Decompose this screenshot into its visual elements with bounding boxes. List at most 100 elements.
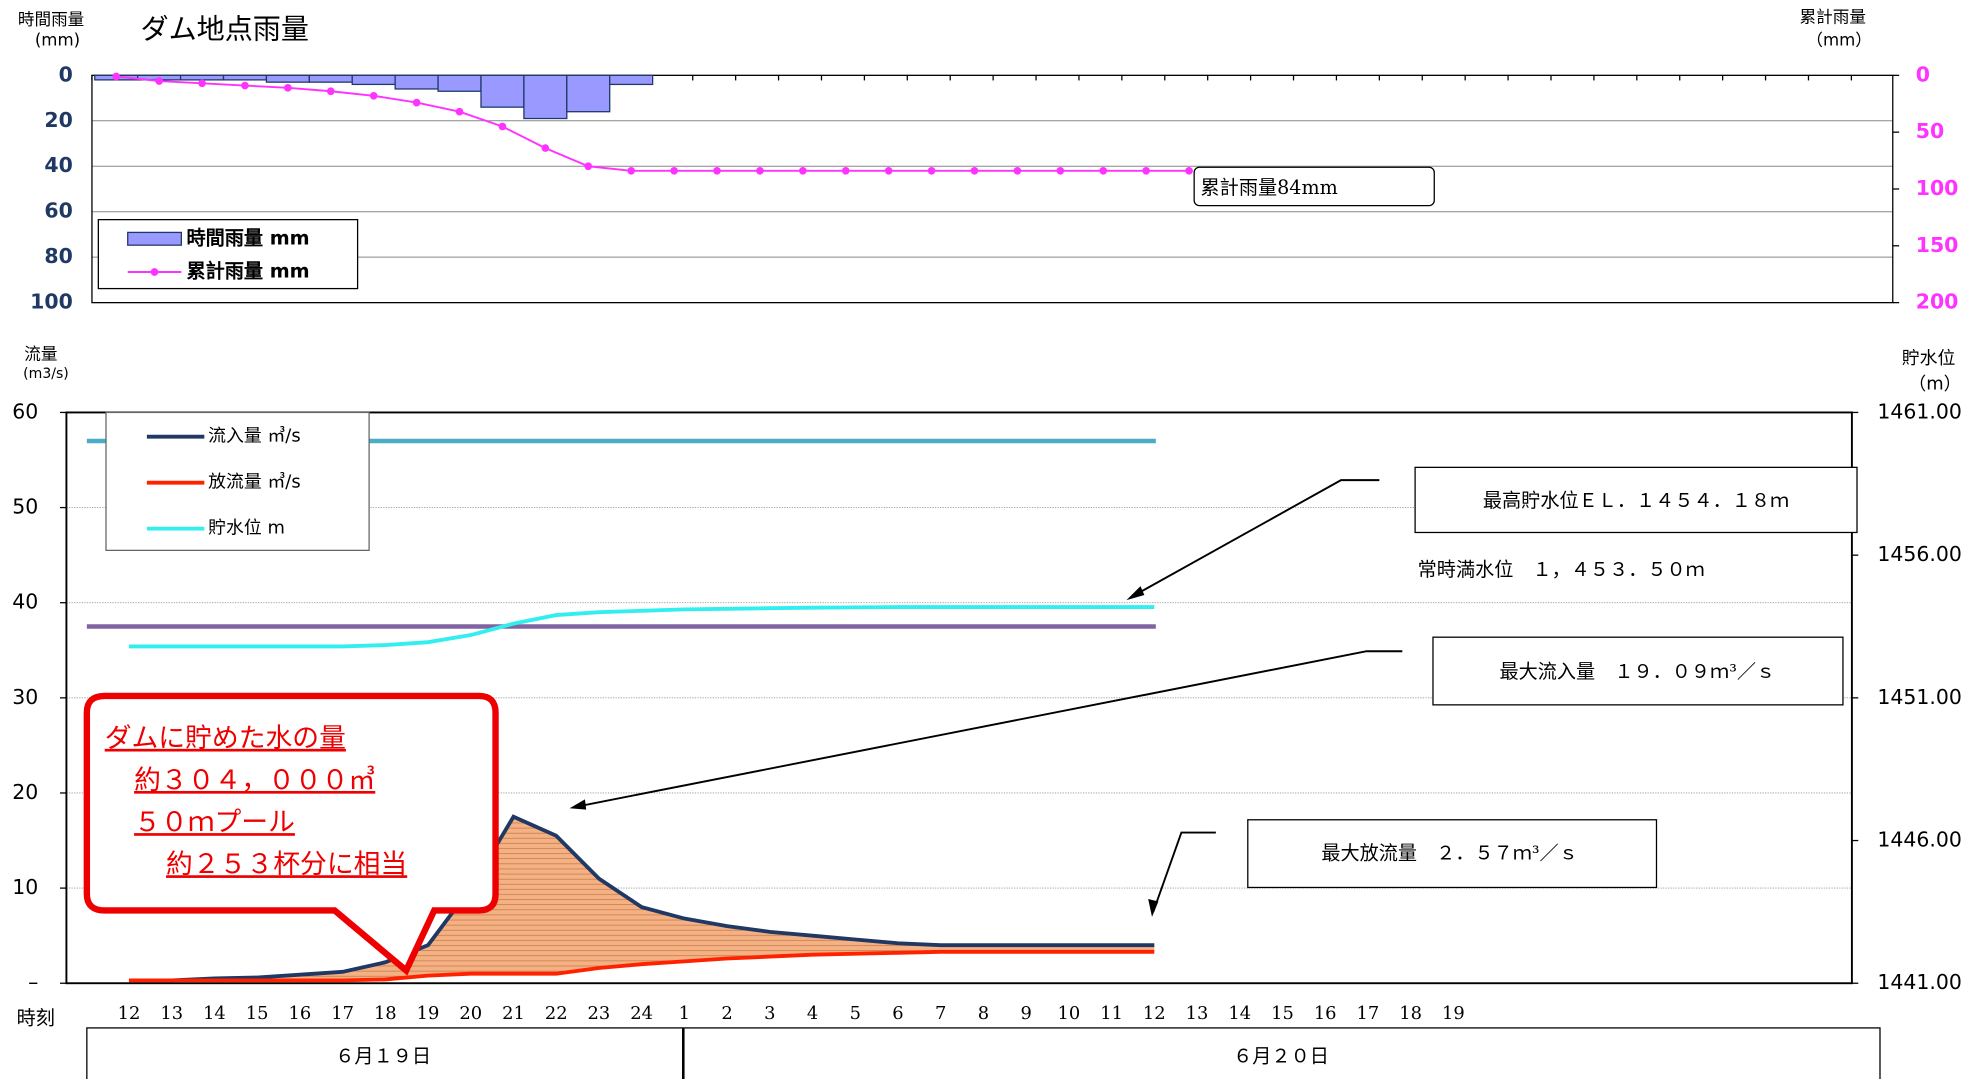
x-label: 時刻 — [17, 1006, 55, 1029]
y-tick-label: 80 — [44, 244, 72, 268]
marker — [1185, 166, 1193, 175]
marker — [369, 91, 378, 100]
x-tick-label: 15 — [246, 1003, 269, 1024]
x-tick-label: 10 — [1057, 1003, 1080, 1024]
y2-label: 貯水位 — [1902, 348, 1956, 369]
arrow — [574, 650, 1403, 808]
rain-panel: 0 20 40 60 80 100 0 50 100 150 200 時間雨量 mm 累計雨量 mm — [30, 62, 1958, 313]
x-tick-label: 20 — [459, 1003, 482, 1024]
marker — [455, 107, 464, 116]
y-tick-label: 40 — [44, 153, 72, 177]
marker — [241, 81, 249, 90]
x-tick-label: 21 — [502, 1003, 525, 1024]
bar — [308, 74, 353, 83]
arrowhead — [1148, 898, 1159, 917]
y-label: 時間雨量 — [18, 10, 84, 29]
annotation: 常時満水位 １，４５３．５０ｍ — [1418, 558, 1705, 581]
y-tick-label: 20 — [12, 780, 38, 804]
marker — [541, 144, 550, 152]
callout-text: ５０ｍプール — [134, 807, 295, 838]
marker — [1099, 166, 1108, 175]
x-tick-label: 8 — [978, 1003, 989, 1024]
marker — [756, 166, 764, 175]
x-tick-label: 5 — [850, 1003, 861, 1024]
x-tick-label: 2 — [721, 1003, 732, 1024]
x-tick-label: 7 — [935, 1003, 946, 1024]
y2-tick-label: 150 — [1916, 233, 1959, 257]
callout-text: ダムに貯めた水の量 — [105, 723, 346, 754]
legend — [97, 218, 359, 290]
marker — [112, 72, 121, 81]
x-tick-label: 24 — [630, 1003, 653, 1024]
x-tick-label: 19 — [1442, 1003, 1465, 1024]
arrowhead — [569, 799, 587, 810]
annotations: 累計雨量84mm 最高貯水位ＥＬ．１４５４．１８ｍ 常時満水位 １，４５３．５０… — [83, 166, 1858, 976]
y-tick-label: 10 — [12, 875, 38, 899]
y-tick-label: 100 — [30, 290, 73, 314]
x-tick-label: 3 — [764, 1003, 775, 1024]
line — [128, 605, 1155, 649]
y-label: (mm) — [35, 30, 80, 49]
date-label: ６月２０日 — [1233, 1044, 1329, 1067]
annotation: 最大流入量 １９．０９ｍ³／ｓ — [1499, 660, 1775, 683]
marker — [498, 122, 507, 131]
y-label: 流量 — [24, 344, 57, 363]
bar — [437, 74, 482, 92]
flow-panel: – 10 20 30 40 50 60 1441.00 1446.00 1451.00 1456.0… — [12, 399, 1962, 1023]
legend-label: 放流量 ㎥/s — [208, 472, 300, 493]
marker — [927, 166, 936, 175]
marker — [970, 166, 979, 175]
callout-text: 約２５３杯分に相当 — [166, 849, 407, 880]
arrowheads — [569, 586, 1159, 917]
x-tick-label: 14 — [1228, 1003, 1251, 1024]
x-tick-label: 13 — [160, 1003, 183, 1024]
bar — [480, 74, 525, 108]
x-tick-label: 19 — [417, 1003, 440, 1024]
legend-swatch — [127, 231, 182, 246]
legend-label: 時間雨量 mm — [186, 226, 309, 249]
x-tick-label: 17 — [1357, 1003, 1380, 1024]
y2-label: （mm） — [1806, 30, 1872, 49]
y2-label: 累計雨量 — [1800, 7, 1866, 26]
bar — [523, 74, 568, 120]
x-tick-label: 14 — [203, 1003, 226, 1024]
bar — [351, 74, 396, 86]
marker — [627, 166, 636, 175]
marker — [1056, 166, 1065, 175]
y2-tick-label: 0 — [1916, 62, 1930, 86]
y2-tick-label: 50 — [1916, 119, 1944, 143]
x-tick-label: 4 — [807, 1003, 818, 1024]
y-tick-label: 20 — [44, 108, 72, 132]
arrow — [1129, 479, 1380, 599]
x-tick-label: 18 — [374, 1003, 397, 1024]
legend-swatch — [150, 268, 159, 276]
annotation-box — [1247, 819, 1658, 889]
y-tick-label: 0 — [59, 62, 73, 86]
marker — [841, 166, 850, 175]
marker — [155, 77, 163, 85]
x-tick-label: 15 — [1271, 1003, 1294, 1024]
y-tick-label: 60 — [12, 399, 38, 423]
y-label: (m3/s) — [23, 366, 69, 382]
line — [116, 75, 1190, 172]
x-tick-label: 12 — [118, 1003, 141, 1024]
line — [128, 949, 1155, 983]
marker — [284, 84, 292, 92]
y2-tick-label: 1461.00 — [1877, 399, 1961, 423]
y-tick-label: 40 — [12, 590, 38, 614]
y-tick-label: 60 — [44, 199, 72, 223]
x-tick-label: 11 — [1100, 1003, 1123, 1024]
marker — [798, 166, 807, 175]
legend-label: 貯水位 m — [208, 518, 285, 539]
x-tick-label: 9 — [1020, 1003, 1031, 1024]
y-tick-label: 30 — [12, 685, 38, 709]
x-tick-label: 1 — [679, 1003, 690, 1024]
marker — [326, 87, 335, 96]
marker — [1013, 166, 1022, 175]
plot-frame — [91, 74, 1894, 304]
bar — [222, 74, 268, 81]
storage-area — [128, 816, 1155, 981]
legend-label: 累計雨量 mm — [186, 259, 309, 282]
bar — [566, 74, 611, 113]
